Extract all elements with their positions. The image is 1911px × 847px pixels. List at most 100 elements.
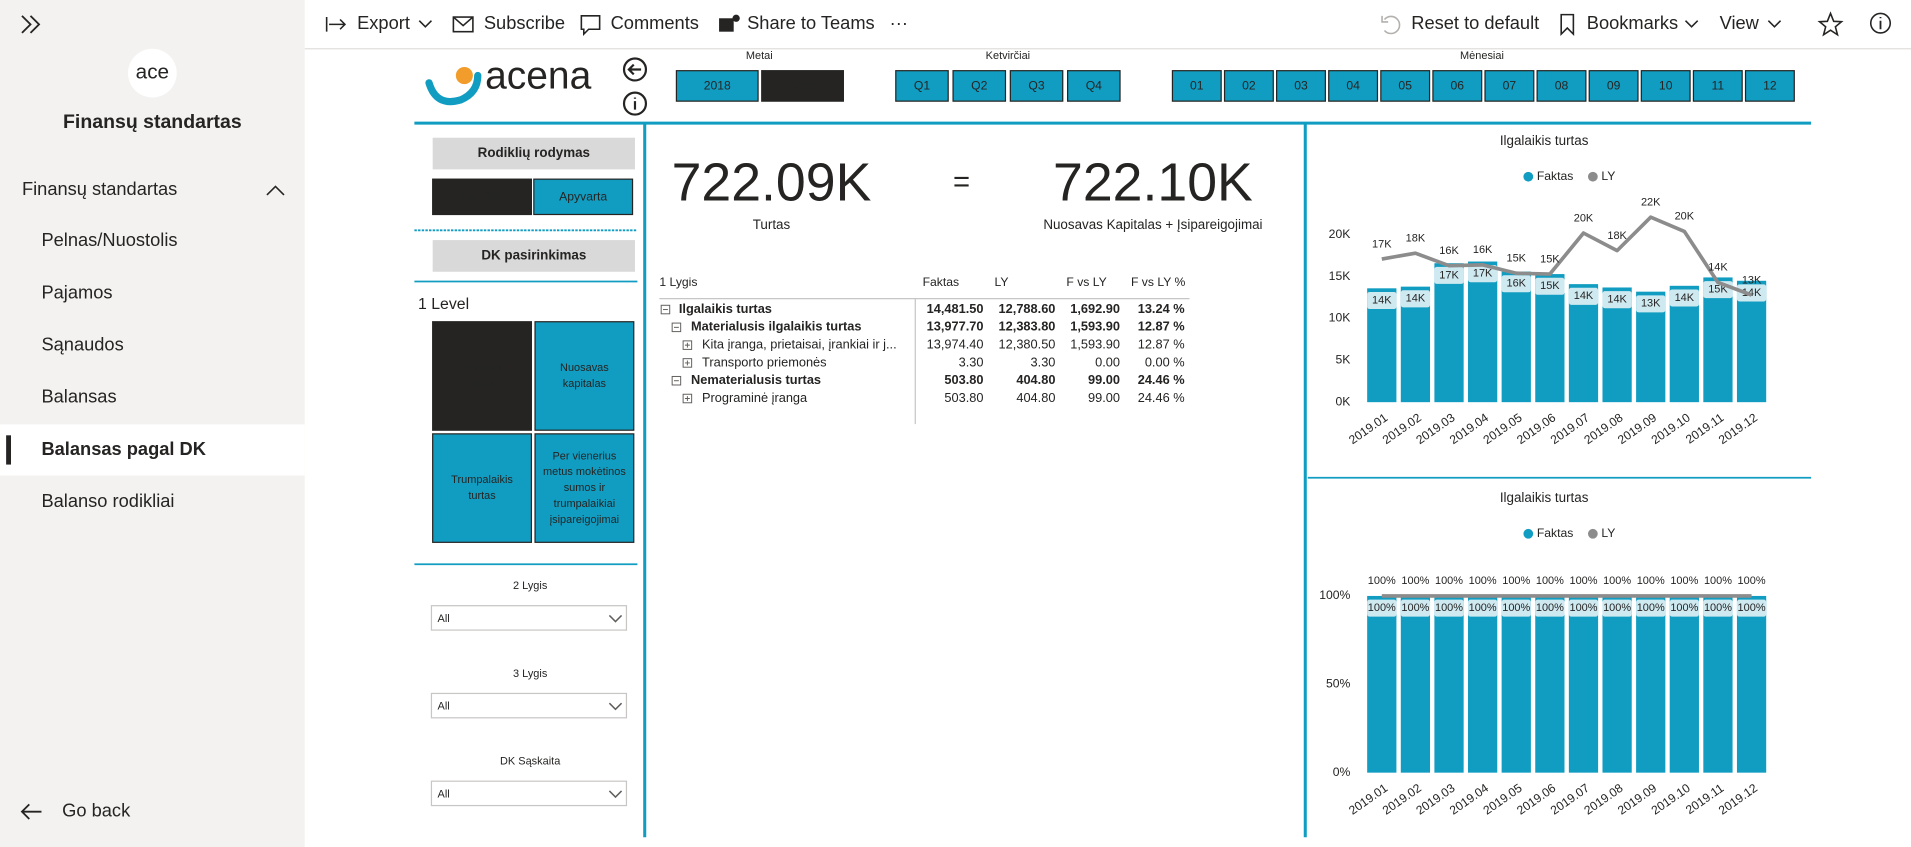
filter-button[interactable] bbox=[1432, 70, 1483, 102]
toolbar-button[interactable]: Export bbox=[357, 12, 410, 33]
collapse-icon[interactable] bbox=[21, 15, 41, 34]
report-info-button[interactable] bbox=[622, 91, 648, 116]
table-cell: Ilgalaikis turtas bbox=[679, 301, 772, 316]
dropdown-value: All bbox=[438, 701, 450, 713]
legend-label: LY bbox=[1601, 169, 1615, 183]
back-button[interactable] bbox=[622, 57, 648, 82]
table-cell: 12,788.60 bbox=[999, 301, 1056, 316]
go-back[interactable]: Go back bbox=[62, 799, 131, 820]
data-label: 100% bbox=[1637, 575, 1665, 587]
export-chevron bbox=[418, 20, 433, 28]
filter-button[interactable] bbox=[1640, 70, 1691, 102]
sidebar-logo-bg bbox=[127, 48, 177, 98]
filter-button[interactable] bbox=[1328, 70, 1379, 102]
data-label: 16K bbox=[1507, 278, 1527, 290]
back-arrow bbox=[627, 63, 642, 76]
nav-item[interactable]: Pajamos bbox=[41, 281, 112, 302]
view-chevron bbox=[1767, 20, 1782, 28]
filter-button[interactable] bbox=[1588, 70, 1639, 102]
table-cell: 3.30 bbox=[959, 354, 984, 369]
filter-button[interactable] bbox=[1171, 70, 1222, 102]
legend-marker bbox=[1587, 528, 1598, 539]
toggle-button[interactable] bbox=[432, 178, 532, 216]
filter-button[interactable] bbox=[1536, 70, 1587, 102]
y-tick-label: 10K bbox=[1329, 311, 1351, 325]
level-tile[interactable] bbox=[432, 433, 532, 543]
sidebar-logo: ace bbox=[136, 61, 169, 84]
dropdown[interactable] bbox=[430, 605, 628, 631]
filter-button[interactable] bbox=[1380, 70, 1431, 102]
table-cell: 0.00 bbox=[1095, 354, 1120, 369]
dropdown-chevron bbox=[608, 702, 623, 711]
level-tile[interactable] bbox=[534, 433, 635, 543]
y-tick-label: 100% bbox=[1319, 588, 1350, 602]
toolbar-button[interactable]: Subscribe bbox=[484, 12, 565, 33]
filter-button-label: Q1 bbox=[914, 79, 930, 93]
bar bbox=[1669, 595, 1699, 773]
filter-button[interactable] bbox=[761, 70, 844, 102]
data-label-bg bbox=[1468, 265, 1498, 283]
toolbar-button[interactable]: ··· bbox=[890, 12, 908, 33]
filter-button[interactable] bbox=[1692, 70, 1743, 102]
table-cell: 404.80 bbox=[1016, 390, 1055, 405]
toolbar-button[interactable]: Share to Teams bbox=[747, 12, 875, 33]
table-cell: 12,380.50 bbox=[999, 337, 1056, 352]
filter-button[interactable] bbox=[1276, 70, 1326, 102]
nav-item[interactable]: Balansas bbox=[41, 386, 116, 407]
filter-button[interactable] bbox=[1744, 70, 1795, 102]
toolbar-button[interactable]: Comments bbox=[611, 12, 699, 33]
table-header: Faktas bbox=[923, 275, 960, 289]
nav-item[interactable]: Sąnaudos bbox=[41, 333, 123, 354]
bar bbox=[1367, 595, 1397, 773]
filter-button[interactable] bbox=[1223, 70, 1274, 102]
data-label-bg bbox=[1736, 284, 1767, 302]
table-cell: 503.80 bbox=[944, 372, 983, 387]
toolbar-button[interactable]: Bookmarks bbox=[1587, 12, 1678, 33]
dropdown[interactable] bbox=[430, 780, 628, 807]
toggle-label: Apyvarta bbox=[559, 190, 607, 204]
data-label: 14K bbox=[1675, 292, 1695, 304]
filter-button-label: 2019 bbox=[789, 79, 816, 93]
table-cell: 99.00 bbox=[1088, 372, 1120, 387]
report-logo-dot bbox=[455, 67, 473, 85]
data-label: 100% bbox=[1603, 602, 1631, 614]
data-label: 13K bbox=[1641, 298, 1661, 310]
chart-title: Ilgalaikis turtas bbox=[1500, 490, 1589, 505]
nav-item[interactable]: Balanso rodikliai bbox=[41, 490, 174, 511]
nav-item[interactable]: Pelnas/Nuostolis bbox=[41, 229, 177, 250]
level-tile[interactable] bbox=[432, 321, 532, 431]
filter-button-label: 2018 bbox=[704, 79, 731, 93]
toolbar-button[interactable]: View bbox=[1720, 12, 1760, 33]
data-label: 100% bbox=[1502, 602, 1530, 614]
nav-item[interactable]: Balansas pagal DK bbox=[41, 438, 206, 459]
filter-button[interactable] bbox=[1484, 70, 1535, 102]
info-icon[interactable] bbox=[1869, 12, 1892, 34]
filter-button[interactable] bbox=[952, 70, 1007, 102]
level-tile[interactable] bbox=[534, 321, 635, 431]
kpi-label: Turtas bbox=[753, 217, 791, 232]
favorite-icon[interactable] bbox=[1817, 11, 1844, 37]
nav-active-bg bbox=[0, 424, 305, 476]
data-label-bg bbox=[1535, 277, 1565, 295]
filter-button[interactable] bbox=[895, 70, 949, 102]
equals-sign: = bbox=[953, 167, 970, 199]
section-chevron[interactable] bbox=[266, 185, 285, 196]
filter-button[interactable] bbox=[1067, 70, 1121, 102]
filter-button-label: 12 bbox=[1763, 79, 1777, 93]
data-label: 100% bbox=[1435, 602, 1463, 614]
level-tile-label: Per vienerius metus mokėtinos sumos ir trum… bbox=[543, 450, 626, 525]
filter-button-label: Q3 bbox=[1028, 79, 1044, 93]
toolbar-button[interactable]: Reset to default bbox=[1411, 12, 1539, 33]
data-label-bg bbox=[1400, 290, 1431, 308]
kpi-value: 722.10K bbox=[1053, 153, 1253, 213]
filter-button[interactable] bbox=[1009, 70, 1064, 102]
toggle-button[interactable] bbox=[533, 178, 634, 216]
dropdown[interactable] bbox=[430, 692, 628, 719]
filter-button[interactable] bbox=[675, 70, 759, 102]
nav-active-bar bbox=[6, 435, 12, 465]
nav-section[interactable]: Finansų standartas bbox=[22, 178, 177, 199]
comments-icon bbox=[580, 15, 601, 37]
bar bbox=[1501, 595, 1531, 773]
